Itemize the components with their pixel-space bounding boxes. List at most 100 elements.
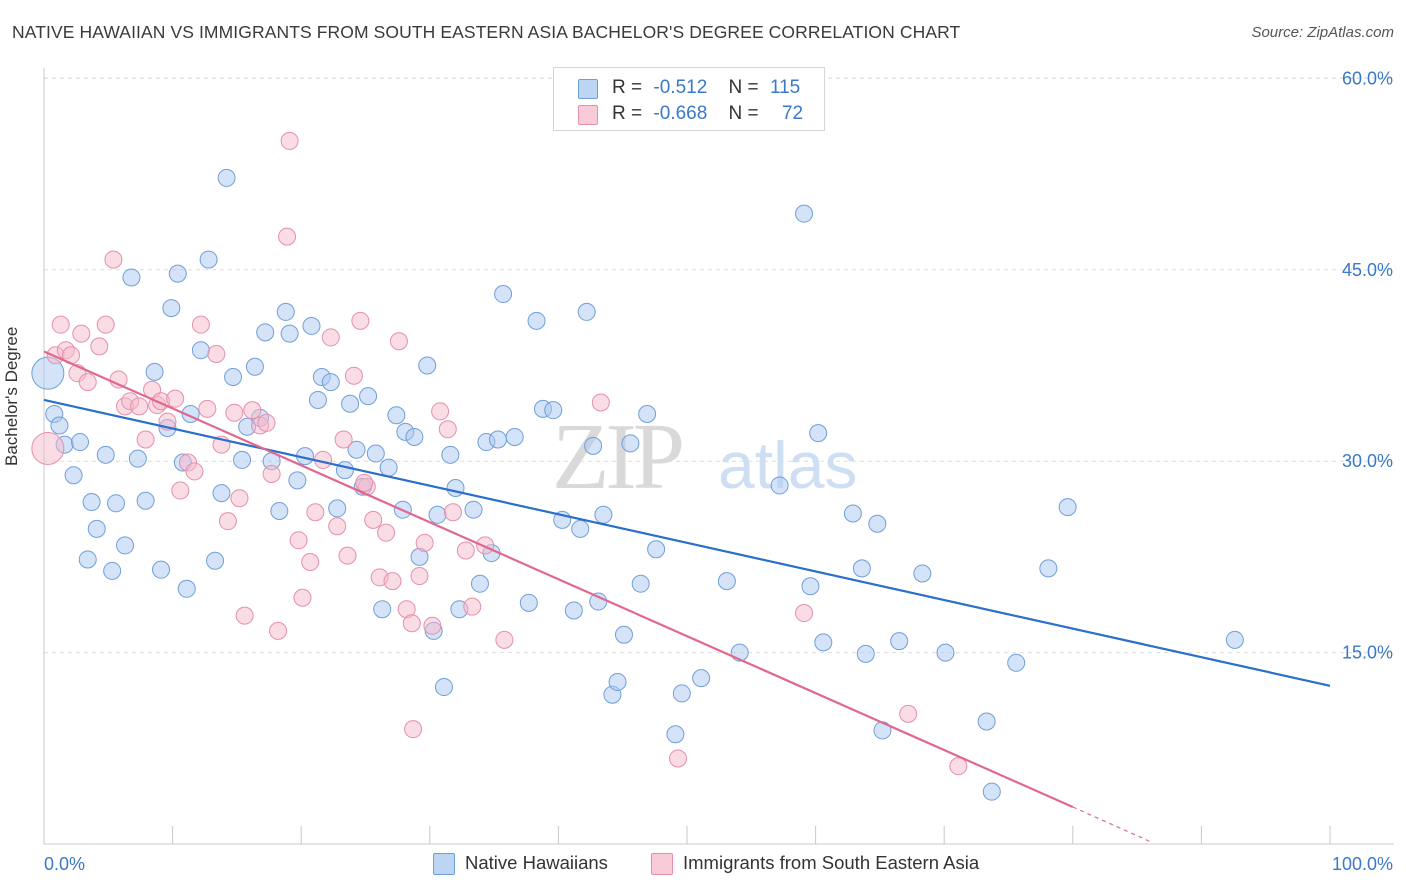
immigrants-se-asia-point	[289, 531, 308, 550]
immigrants-se-asia-point	[351, 311, 370, 330]
native-hawaiians-point	[647, 540, 666, 559]
native-hawaiians-point	[977, 712, 996, 731]
native-hawaiians-point	[335, 461, 354, 480]
native-hawaiians-point	[136, 491, 155, 510]
legend-r-label: R =	[612, 103, 643, 124]
immigrants-se-asia-point	[262, 464, 281, 483]
immigrants-se-asia-point	[338, 546, 357, 565]
chart-title: NATIVE HAWAIIAN VS IMMIGRANTS FROM SOUTH…	[12, 22, 961, 42]
immigrants-se-asia-point	[456, 541, 475, 560]
native-hawaiians-point	[571, 519, 590, 538]
native-hawaiians-point	[71, 433, 90, 452]
native-hawaiians-point	[814, 633, 833, 652]
y-tick-label: 15.0%	[1342, 643, 1393, 663]
native-hawaiians-point	[212, 484, 231, 503]
immigrants-se-asia-point	[355, 473, 374, 492]
native-hawaiians-point	[666, 725, 685, 744]
native-hawaiians-point	[692, 669, 711, 688]
y-axis-label: Bachelor's Degree	[2, 326, 21, 466]
native-hawaiians-point	[801, 577, 820, 596]
native-hawaiians-point	[276, 302, 295, 321]
native-hawaiians-point	[373, 600, 392, 619]
axes	[43, 68, 1394, 845]
native-hawaiians-point	[856, 644, 875, 663]
native-hawaiians-point	[428, 505, 447, 524]
immigrants-se-asia-point	[243, 401, 262, 420]
immigrants-se-asia-point	[191, 315, 210, 334]
legend-text: R = -0.512 N = 115	[612, 77, 800, 99]
immigrants-se-asia-point	[591, 393, 610, 412]
native-hawaiians-point	[589, 592, 608, 611]
immigrants-se-asia-point	[166, 389, 185, 408]
immigrants-se-asia-point	[130, 397, 149, 416]
immigrants-se-asia-point	[463, 597, 482, 616]
native-hawaiians-point	[672, 684, 691, 703]
native-hawaiians-point	[564, 601, 583, 620]
native-hawaiians-point	[1007, 653, 1026, 672]
native-hawaiians-point	[328, 499, 347, 518]
immigrants-se-asia-point	[402, 614, 421, 633]
native-hawaiians-point	[982, 782, 1001, 801]
immigrants-se-asia-point	[198, 399, 217, 418]
native-hawaiians-point	[614, 625, 633, 644]
immigrants-se-asia-point	[438, 420, 457, 439]
bottom-legend-label: Native Hawaiians	[465, 852, 608, 873]
immigrants-se-asia-point	[136, 430, 155, 449]
native-hawaiians-point	[302, 316, 321, 335]
immigrants-se-asia-point	[404, 720, 423, 739]
legend-swatch-blue	[578, 79, 598, 99]
native-hawaiians-point	[470, 574, 489, 593]
immigrants-se-asia-point	[207, 345, 226, 364]
native-hawaiians-point	[418, 356, 437, 375]
trend-line-immigrants-se-asia	[43, 350, 1074, 809]
immigrants-se-asia-point	[306, 503, 325, 522]
native-hawaiians-point	[770, 476, 789, 495]
native-hawaiians-point	[441, 445, 460, 464]
legend-n-value: 72	[781, 103, 804, 124]
immigrants-se-asia-point	[230, 489, 249, 508]
native-hawaiians-point	[206, 551, 225, 570]
native-hawaiians-point	[168, 264, 187, 283]
immigrants-se-asia-point	[72, 324, 91, 343]
native-hawaiians-point	[505, 427, 524, 446]
immigrants-se-asia-point	[257, 413, 276, 432]
immigrants-se-asia-point	[185, 462, 204, 481]
native-hawaiians-point	[464, 500, 483, 519]
bottom-legend-swatch-blue	[433, 853, 455, 875]
immigrants-se-asia-point	[235, 606, 254, 625]
immigrants-se-asia-point	[321, 328, 340, 347]
native-hawaiians-point	[96, 445, 115, 464]
native-hawaiians-point	[270, 501, 289, 520]
native-hawaiians-point	[936, 643, 955, 662]
tick-labels: 15.0% 30.0% 45.0% 60.0% 0.0% 100.0%	[44, 68, 1393, 874]
native-hawaiians-point	[341, 394, 360, 413]
native-hawaiians-point	[434, 678, 453, 697]
immigrants-se-asia-point	[90, 337, 109, 356]
native-hawaiians-point	[256, 323, 275, 342]
legend-r-label: R =	[612, 77, 643, 98]
immigrants-se-asia-point	[96, 315, 115, 334]
x-tick-label: 0.0%	[44, 854, 85, 874]
native-hawaiians-point	[103, 561, 122, 580]
native-hawaiians-point	[366, 444, 385, 463]
native-hawaiians-point	[116, 536, 135, 555]
native-hawaiians-point	[488, 430, 507, 449]
native-hawaiians-point	[868, 514, 887, 533]
native-hawaiians-point	[717, 572, 736, 591]
immigrants-se-asia-point	[344, 366, 363, 385]
immigrants-se-asia-point	[225, 403, 244, 422]
native-hawaiians-point	[280, 324, 299, 343]
native-hawaiians-point	[446, 478, 465, 497]
native-hawaiians-point	[199, 250, 218, 269]
series-immigrants-se-asia	[31, 131, 968, 776]
native-hawaiians-point	[577, 302, 596, 321]
x-tick-label: 100.0%	[1332, 854, 1393, 874]
native-hawaiians-point	[795, 204, 814, 223]
native-hawaiians-point	[162, 299, 181, 318]
immigrants-se-asia-point	[410, 567, 429, 586]
native-hawaiians-point	[1039, 559, 1058, 578]
immigrants-se-asia-point	[795, 604, 814, 623]
legend-n-value: 115	[769, 77, 801, 98]
y-tick-label: 45.0%	[1342, 260, 1393, 280]
native-hawaiians-point	[245, 357, 264, 376]
